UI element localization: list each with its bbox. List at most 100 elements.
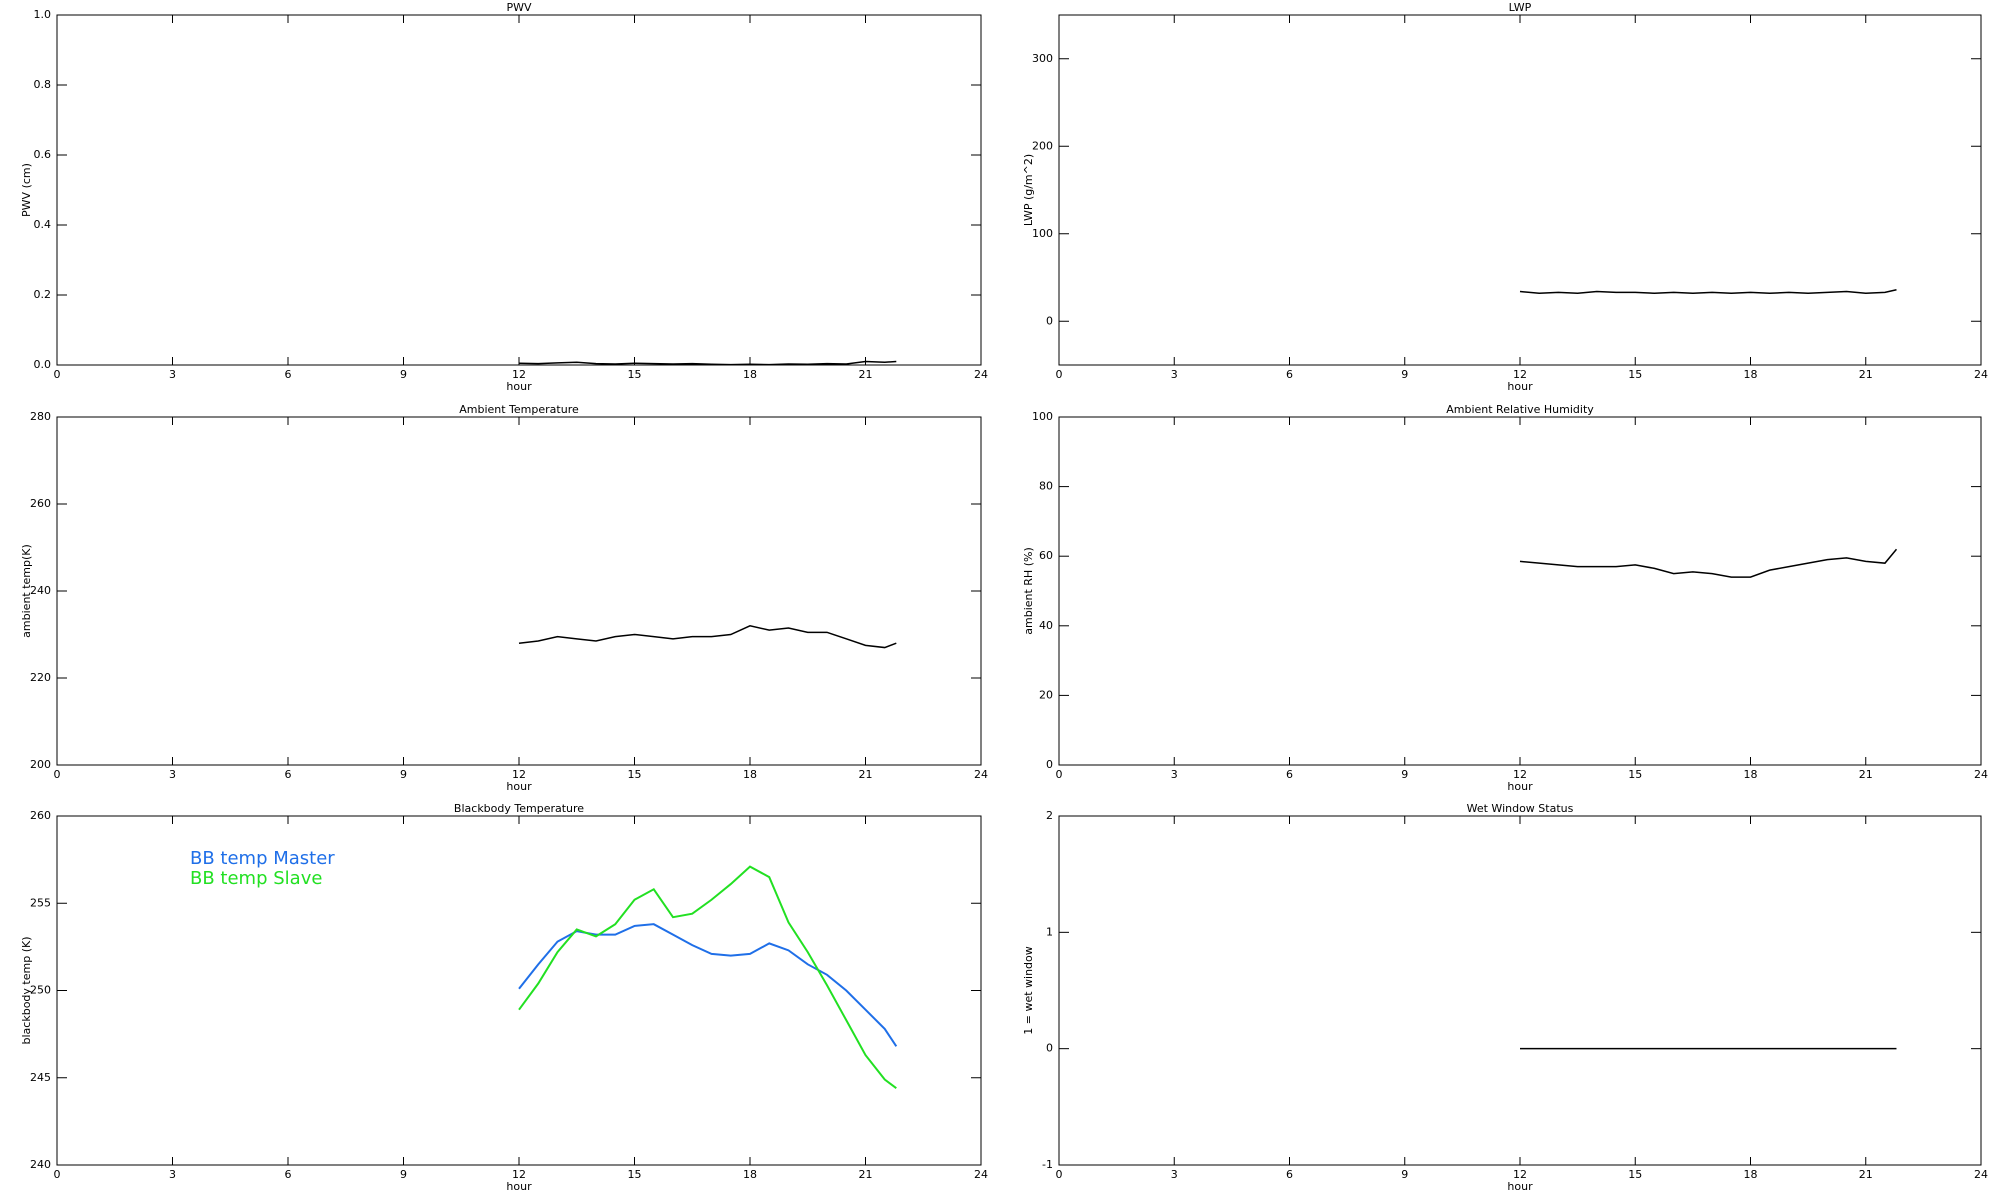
x-tick-label: 18 (1744, 1168, 1758, 1181)
data-line (518, 360, 897, 366)
x-tick-label: 18 (743, 768, 757, 781)
y-axis-label: PWV (cm) (20, 163, 33, 217)
x-tick-label: 12 (512, 368, 526, 381)
x-tick-label: 24 (1974, 368, 1988, 381)
data-line (518, 923, 898, 1047)
x-axis-label: hour (1507, 380, 1533, 393)
x-tick-label: 15 (628, 1168, 642, 1181)
x-tick-label: 0 (1056, 368, 1063, 381)
y-tick-label: 1 (1046, 925, 1053, 938)
x-tick-label: 0 (1056, 1168, 1063, 1181)
x-axis-label: hour (506, 780, 532, 793)
y-tick-label: 0.0 (34, 358, 52, 371)
y-tick-label: 250 (30, 984, 51, 997)
x-tick-label: 0 (54, 768, 61, 781)
x-tick-label: 21 (1859, 368, 1873, 381)
x-tick-label: 9 (1401, 368, 1408, 381)
x-tick-label: 6 (285, 1168, 292, 1181)
y-tick-label: 240 (30, 584, 51, 597)
panel: Blackbody Temperature hour blackbody temp … (20, 802, 988, 1193)
data-line (1519, 289, 1897, 295)
x-tick-label: 24 (974, 768, 988, 781)
y-tick-label: 280 (30, 410, 51, 423)
data-line (1519, 548, 1898, 578)
x-tick-label: 24 (974, 1168, 988, 1181)
chart-title: Ambient Relative Humidity (1446, 403, 1594, 416)
x-tick-label: 3 (1171, 1168, 1178, 1181)
plot-frame (1058, 815, 1982, 1166)
x-tick-label: 6 (1286, 368, 1293, 381)
x-tick-label: 9 (400, 368, 407, 381)
panel: Ambient Relative Humidity hour ambient RH … (1022, 403, 1988, 793)
x-tick-label: 15 (1628, 1168, 1642, 1181)
x-tick-label: 18 (1744, 768, 1758, 781)
x-tick-label: 12 (512, 1168, 526, 1181)
y-tick-label: 0.8 (34, 78, 52, 91)
x-tick-label: 21 (859, 368, 873, 381)
y-axis-label: ambient RH (%) (1022, 547, 1035, 635)
y-tick-label: 2 (1046, 809, 1053, 822)
chart-title: Blackbody Temperature (454, 802, 584, 815)
x-tick-label: 15 (628, 368, 642, 381)
x-tick-label: 21 (1859, 768, 1873, 781)
y-tick-label: 80 (1039, 480, 1053, 493)
chart-title: Wet Window Status (1467, 802, 1574, 815)
y-tick-label: 100 (1032, 410, 1053, 423)
x-tick-label: 0 (54, 368, 61, 381)
data-line (518, 865, 897, 1090)
x-tick-label: 12 (1513, 768, 1527, 781)
y-tick-label: 0.6 (34, 148, 52, 161)
panel: Wet Window Status hour 1 = wet window 0 3 6 9 1… (1022, 802, 1988, 1193)
y-tick-label: -1 (1042, 1158, 1053, 1171)
plot-frame (1058, 416, 1982, 766)
y-tick-label: 260 (30, 809, 51, 822)
y-tick-label: 0 (1046, 758, 1053, 771)
y-axis-label: ambient temp(K) (20, 544, 33, 638)
y-tick-label: 245 (30, 1071, 51, 1084)
x-tick-label: 6 (1286, 768, 1293, 781)
y-tick-label: 100 (1032, 227, 1053, 240)
panel: PWV hour PWV (cm) 0 3 6 9 12 15 18 21 24 0.0 0.2 0.4 0.… (20, 1, 988, 393)
y-tick-label: 0 (1046, 1042, 1053, 1055)
panel: LWP hour LWP (g/m^2) 0 3 6 9 12 15 18 21 24 0 100 200 3… (1022, 1, 1988, 393)
y-tick-label: 0.4 (34, 218, 52, 231)
panel: Ambient Temperature hour ambient temp(K) 0 3… (20, 403, 988, 793)
x-tick-label: 9 (1401, 768, 1408, 781)
x-tick-label: 9 (400, 768, 407, 781)
y-axis-label: 1 = wet window (1022, 946, 1035, 1035)
x-tick-label: 24 (974, 368, 988, 381)
x-tick-label: 18 (743, 1168, 757, 1181)
x-tick-label: 6 (1286, 1168, 1293, 1181)
x-tick-label: 3 (1171, 368, 1178, 381)
x-tick-label: 21 (859, 768, 873, 781)
x-tick-label: 18 (743, 368, 757, 381)
x-tick-label: 3 (169, 768, 176, 781)
x-tick-label: 12 (1513, 368, 1527, 381)
x-tick-label: 15 (1628, 368, 1642, 381)
legend-label: BB temp Slave (190, 868, 322, 889)
plot-frame (56, 416, 982, 766)
y-tick-label: 40 (1039, 619, 1053, 632)
x-tick-label: 12 (512, 768, 526, 781)
x-tick-label: 0 (54, 1168, 61, 1181)
x-axis-label: hour (506, 1180, 532, 1193)
plot-frame (56, 14, 982, 366)
x-tick-label: 9 (400, 1168, 407, 1181)
x-tick-label: 6 (285, 768, 292, 781)
y-axis-label: LWP (g/m^2) (1022, 154, 1035, 226)
x-tick-label: 12 (1513, 1168, 1527, 1181)
legend-label: BB temp Master (190, 848, 335, 869)
y-tick-label: 0.2 (34, 288, 52, 301)
y-tick-label: 0 (1046, 314, 1053, 327)
x-tick-label: 18 (1744, 368, 1758, 381)
x-tick-label: 24 (1974, 768, 1988, 781)
y-tick-label: 60 (1039, 549, 1053, 562)
y-tick-label: 220 (30, 671, 51, 684)
chart-title: LWP (1509, 1, 1532, 14)
data-line (518, 625, 897, 649)
chart-title: Ambient Temperature (459, 403, 579, 416)
y-tick-label: 260 (30, 497, 51, 510)
y-axis-label: blackbody temp (K) (20, 937, 33, 1045)
y-tick-label: 200 (1032, 139, 1053, 152)
